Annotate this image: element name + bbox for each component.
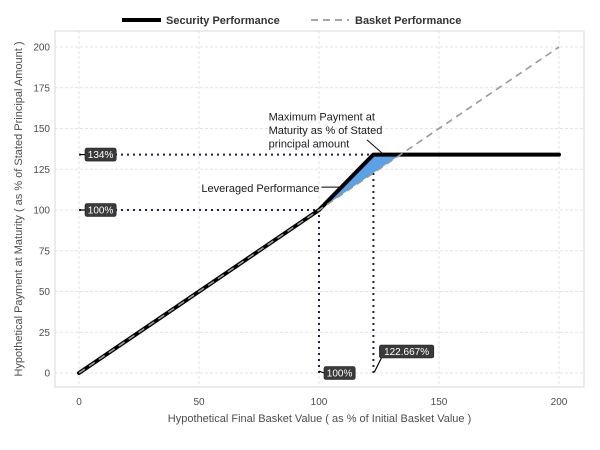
value-label-box [84, 147, 117, 162]
basket-performance-line [78, 46, 560, 374]
y-tick-label: 200 [33, 43, 50, 54]
y-tick-label: 150 [33, 124, 50, 135]
value-label-box [323, 366, 356, 380]
value-label-text: 100% [327, 369, 353, 380]
y-tick-label: 75 [39, 246, 51, 257]
annotation-line: Maturity as % of Stated [269, 125, 383, 137]
y-tick-label: 175 [33, 83, 50, 94]
value-label-box [84, 203, 117, 217]
annotation-text: Maximum Payment at Maturity as % of State… [269, 111, 383, 150]
y-axis-title: Hypothetical Payment at Maturity ( as % … [13, 41, 25, 376]
annotation-line: Maximum Payment at [269, 111, 375, 123]
annotations: Maximum Payment at Maturity as % of State… [201, 111, 385, 195]
tick-labels: 0 50 100 150 200 0 25 50 75 100 125 150 175 200 [33, 43, 567, 409]
legend-label-security-performance: Security Performance [166, 15, 280, 27]
y-tick-label: 125 [33, 165, 50, 176]
plot-panel-border [54, 30, 585, 388]
annotation-line: Leveraged Performance [201, 183, 319, 195]
x-tick-label: 50 [193, 397, 205, 408]
value-labels: 134% 100% 100% 122.667% [80, 147, 435, 380]
value-label-box [379, 344, 435, 359]
value-label-text: 100% [88, 206, 114, 217]
x-tick-label: 200 [551, 397, 568, 408]
legend: Security Performance Basket Performance [122, 15, 461, 27]
grid [55, 31, 584, 387]
value-label-connector [373, 357, 382, 373]
annotation-text: Leveraged Performance [201, 183, 319, 195]
y-tick-label: 100 [33, 206, 50, 217]
y-tick-label: 0 [44, 369, 50, 380]
reference-lines [79, 153, 375, 373]
x-tick-label: 150 [431, 397, 448, 408]
series-lines [77, 46, 561, 375]
value-label-text: 122.667% [384, 347, 429, 358]
x-tick-label: 100 [311, 397, 328, 408]
y-tick-label: 25 [39, 328, 51, 339]
annotation-line: principal amount [269, 138, 350, 150]
x-tick-label: 0 [76, 397, 82, 408]
value-label-connector [318, 370, 325, 374]
legend-label-basket-performance: Basket Performance [355, 15, 461, 27]
x-axis-title: Hypothetical Final Basket Value ( as % o… [168, 413, 471, 425]
value-label-text: 134% [88, 150, 114, 161]
annotation-pointer [366, 139, 385, 155]
y-tick-label: 50 [39, 287, 51, 298]
